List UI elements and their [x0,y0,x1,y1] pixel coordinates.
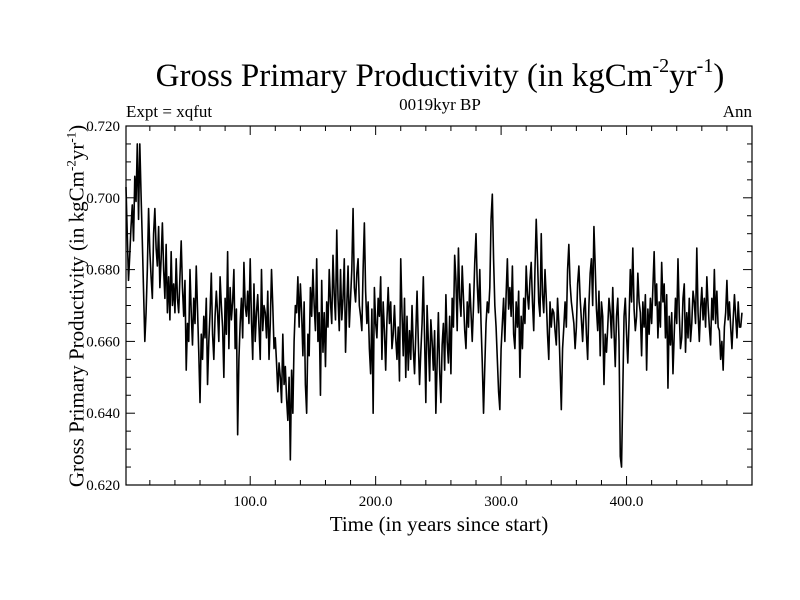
y-tick-label: 0.660 [86,334,120,350]
y-axis-title-sup-1: -2 [63,160,79,172]
y-axis-title-text: Gross Primary Productivity (in kgCm [64,171,89,488]
y-axis-title: Gross Primary Productivity (in kgCm-2yr-… [63,124,90,488]
y-tick-label: 0.720 [86,119,120,135]
x-tick-label: 200.0 [359,494,393,510]
chart-title: Gross Primary Productivity (in kgCm-2yr-… [0,55,800,95]
y-tick-label: 0.640 [86,406,120,422]
x-tick-label: 100.0 [233,494,267,510]
chart-subtitle: 0019kyr BP [399,95,481,114]
chart-title-close: ) [713,58,725,94]
experiment-label: Expt = xqfut [126,102,213,121]
chart-title-text: Gross Primary Productivity (in kgCm [155,58,653,94]
chart-title-sup-1: -2 [652,55,670,77]
x-axis-title: Time (in years since start) [329,512,549,536]
chart-title-sup-2: -1 [696,55,714,77]
y-tick-label: 0.620 [86,478,120,494]
series-line-ann-gpp [125,143,743,468]
y-axis-title-close: ) [64,124,89,132]
y-tick-label: 0.700 [86,191,120,207]
y-axis-title-sup-2: -1 [63,131,79,143]
y-tick-label: 0.680 [86,263,120,279]
season-label: Ann [722,102,752,121]
axis-tick-labels: 100.0 200.0 300.0 400.0 0.620 0.640 0.660 0.680… [86,119,643,510]
chart-title-unit: yr [669,58,697,94]
axis-ticks [126,125,752,486]
y-axis-title-unit: yr [64,142,89,161]
x-tick-label: 400.0 [610,494,644,510]
x-tick-label: 300.0 [484,494,518,510]
